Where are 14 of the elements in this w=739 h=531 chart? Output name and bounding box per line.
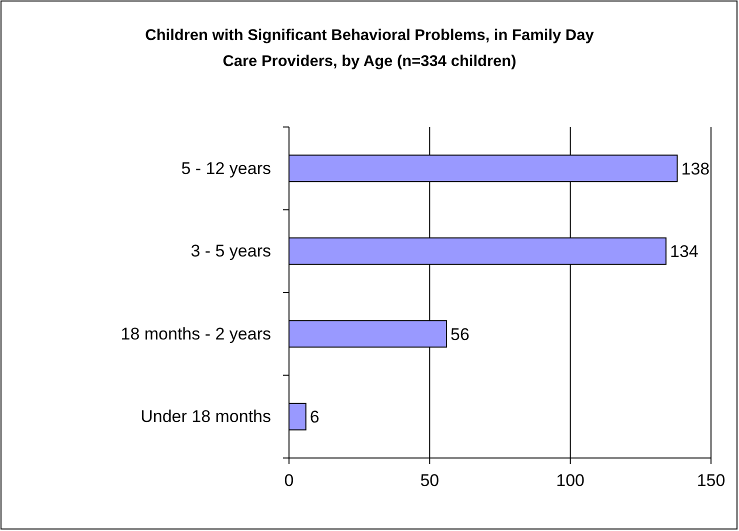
y-tick-label: 5 - 12 years bbox=[181, 158, 271, 178]
bar bbox=[288, 402, 306, 430]
y-tick-label: 18 months - 2 years bbox=[120, 324, 271, 344]
chart-title: Children with Significant Behavioral Problems, in Family Day Care Providers, by Age (n=334 children) bbox=[145, 27, 594, 70]
y-tick-label: Under 18 months bbox=[140, 407, 271, 426]
data-label: 56 bbox=[450, 324, 470, 344]
data-label: 6 bbox=[310, 408, 320, 427]
x-tick-label: 150 bbox=[696, 471, 726, 490]
x-tick-label: 100 bbox=[556, 471, 585, 490]
data-label: 134 bbox=[670, 242, 698, 262]
y-tick-label: 3 - 5 years bbox=[190, 242, 271, 261]
x-tick-label: 0 bbox=[284, 471, 294, 490]
data-label: 138 bbox=[681, 159, 710, 178]
x-tick-label: 50 bbox=[420, 471, 440, 490]
